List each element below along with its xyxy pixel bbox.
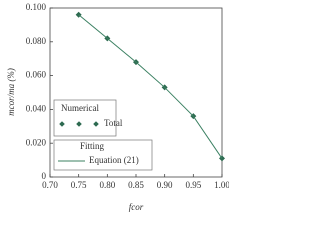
chart: fcor mcor/ma (%) 0.70 0.75 0.80 0.85 0.90 0.9…: [6, 2, 229, 212]
legend-marker: [93, 121, 99, 127]
x-tick-label: 0.75: [71, 180, 87, 190]
y-tick-label: 0: [42, 171, 47, 181]
y-tick-label: 0.020: [26, 137, 47, 147]
y-tick-label: 0.060: [26, 70, 47, 80]
y-tick-label: 0.100: [26, 2, 47, 12]
legend-box: [53, 139, 153, 171]
x-tick-label: 0.80: [99, 180, 115, 190]
x-axis-label: fcor: [129, 202, 144, 212]
legend-label: Total: [104, 118, 123, 128]
x-tick-label: 1.00: [214, 180, 229, 190]
y-axis-label: mcor/ma (%): [6, 68, 16, 116]
legend-title: Fitting: [80, 141, 105, 151]
legend-label: Equation (21): [89, 155, 139, 165]
x-tick-label: 0.90: [157, 180, 173, 190]
x-tick-label: 0.95: [185, 180, 201, 190]
x-tick-label: 0.70: [42, 180, 58, 190]
legend-title: Numerical: [61, 103, 99, 113]
legend-box: [53, 99, 117, 137]
y-tick-label: 0.080: [26, 36, 47, 46]
legend-marker: [76, 121, 82, 127]
x-tick-label: 0.85: [128, 180, 144, 190]
legend-marker: [59, 121, 65, 127]
fit-line: [78, 14, 223, 159]
y-tick-label: 0.040: [26, 103, 47, 113]
